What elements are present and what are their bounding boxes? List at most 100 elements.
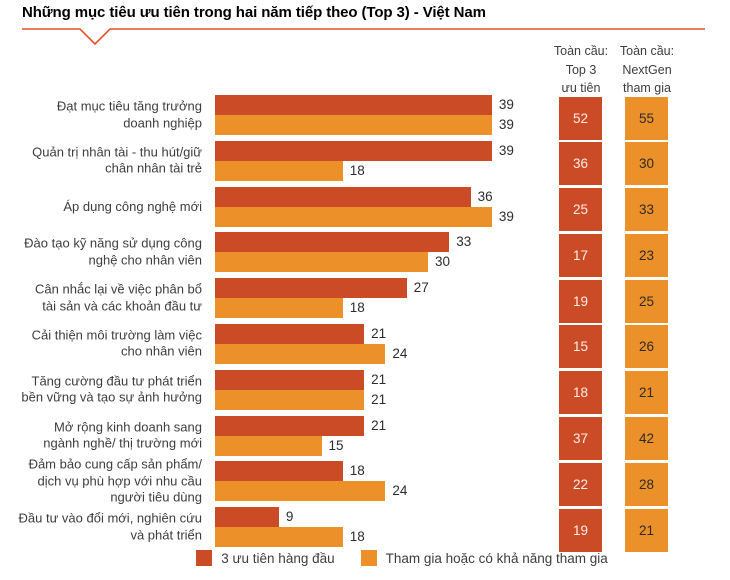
bar-engage-value: 21 — [371, 391, 387, 407]
row-label-line: ngành nghề/ thị trường mới — [43, 435, 202, 451]
bar-top3 — [215, 507, 279, 528]
global-top3-box: 25 — [559, 188, 602, 232]
row-label: Đầu tư vào đổi mới, nghiên cứu và phát tr… — [0, 511, 202, 544]
row-label: Đạt mục tiêu tăng trưởng doanh nghiệp — [0, 99, 202, 132]
bar-top3 — [215, 461, 343, 482]
column-header-global-nextgen: Toàn cầu: NextGen tham gia — [605, 42, 689, 98]
global-top3-box: 15 — [559, 325, 602, 369]
bar-top3-value: 33 — [456, 234, 472, 250]
global-top3-box: 18 — [559, 371, 602, 415]
chart-rows: Đạt mục tiêu tăng trưởng doanh nghiệp 39 39… — [0, 95, 730, 553]
row-label: Mở rộng kinh doanh sang ngành nghề/ thị t… — [0, 419, 202, 452]
bar-top3 — [215, 323, 365, 344]
row-label-line: chân nhân tài trẻ — [105, 160, 202, 176]
bar-engage-value: 15 — [328, 437, 344, 453]
row-label-line: dịch vụ phù hợp với nhu cầu — [37, 473, 203, 489]
global-top3-box: 22 — [559, 462, 602, 506]
legend-item-top3: 3 ưu tiên hàng đầu — [196, 550, 335, 566]
global-nextgen-box: 26 — [625, 325, 668, 369]
column-header-line: tham gia — [623, 81, 671, 95]
global-top3-box: 36 — [559, 142, 602, 186]
global-top3-box: 37 — [559, 417, 602, 461]
chart-row: Đạt mục tiêu tăng trưởng doanh nghiệp 39 39… — [0, 95, 730, 141]
global-top3-box: 19 — [559, 508, 602, 552]
bar-engage — [215, 206, 492, 227]
bar-engage-value: 24 — [392, 345, 408, 361]
legend-swatch-secondary — [360, 550, 377, 566]
bar-top3-value: 21 — [371, 371, 387, 387]
column-header-global-top3: Toàn cầu: Top 3 ưu tiên — [539, 42, 623, 98]
row-label-line: bền vững và tạo sự ảnh hưởng — [21, 389, 202, 405]
global-top3-box: 19 — [559, 279, 602, 323]
row-label: Quản trị nhân tài - thu hút/giữ chân nhân… — [0, 144, 202, 177]
bar-engage-value: 30 — [435, 254, 451, 270]
chart-row: Tăng cường đầu tư phát triển bền vững và … — [0, 369, 730, 416]
row-label: Đảm bảo cung cấp sản phẩm/dịch vụ phù hợ… — [0, 457, 202, 507]
row-label-line: tài sản và các khoản đầu tư — [42, 298, 202, 314]
legend-label-top3: 3 ưu tiên hàng đầu — [221, 550, 335, 566]
row-label-line: Đạt mục tiêu tăng trưởng — [56, 98, 202, 114]
bar-top3-value: 27 — [413, 280, 429, 296]
global-nextgen-box: 55 — [625, 96, 668, 140]
row-label-line: Tăng cường đầu tư phát triển — [31, 373, 202, 389]
page-title: Những mục tiêu ưu tiên trong hai năm tiế… — [22, 4, 486, 21]
bar-top3 — [215, 369, 365, 390]
legend-item-engage: Tham gia hoặc có khả năng tham gia — [360, 550, 608, 566]
row-label-line: nghệ cho nhân viên — [88, 252, 202, 268]
chart-row: Quản trị nhân tài - thu hút/giữ chân nhân… — [0, 140, 730, 187]
row-label-line: cho nhân viên — [121, 343, 202, 359]
bar-engage — [215, 298, 343, 319]
chart-row: Áp dụng công nghệ mới 36 39 25 33 — [0, 186, 730, 233]
row-label: Cải thiện môi trường làm việc cho nhân vi… — [0, 327, 202, 360]
row-label-line: Áp dụng công nghệ mới — [63, 198, 202, 214]
bar-top3 — [215, 140, 492, 161]
global-nextgen-box: 30 — [625, 142, 668, 186]
bar-engage-value: 24 — [392, 483, 408, 499]
bar-top3-value: 9 — [285, 509, 294, 525]
chart-row: Đầu tư vào đổi mới, nghiên cứu và phát tr… — [0, 507, 730, 553]
global-nextgen-box: 25 — [625, 279, 668, 323]
chart-row: Cân nhắc lại về việc phân bổ tài sản và c… — [0, 278, 730, 324]
bar-top3-value: 21 — [371, 417, 387, 433]
chart-row: Đảm bảo cung cấp sản phẩm/dịch vụ phù hợ… — [0, 457, 730, 507]
column-header-line: ưu tiên — [561, 81, 601, 95]
bar-top3-value: 18 — [349, 463, 365, 479]
column-header-line: NextGen — [622, 62, 672, 77]
global-top3-box: 52 — [559, 96, 602, 140]
bar-engage — [215, 481, 386, 502]
bar-engage-value: 39 — [498, 117, 514, 132]
row-label: Cân nhắc lại về việc phân bổ tài sản và c… — [0, 282, 202, 315]
global-top3-box: 17 — [559, 233, 602, 277]
column-header-line: Top 3 — [565, 62, 597, 77]
row-label-line: doanh nghiệp — [123, 115, 202, 130]
row-label: Áp dụng công nghệ mới — [0, 198, 202, 215]
row-label-line: Mở rộng kinh doanh sang — [53, 419, 202, 435]
bar-top3 — [215, 232, 450, 253]
bar-top3 — [215, 186, 471, 207]
global-nextgen-box: 23 — [625, 233, 668, 277]
global-nextgen-box: 21 — [625, 371, 668, 415]
bar-top3 — [215, 95, 492, 115]
bar-engage — [215, 389, 365, 410]
bar-engage — [215, 343, 386, 364]
legend-label-engage: Tham gia hoặc có khả năng tham gia — [385, 550, 608, 566]
bar-engage-value: 39 — [498, 208, 514, 224]
global-nextgen-box: 28 — [625, 462, 668, 506]
chart-row: Cải thiện môi trường làm việc cho nhân vi… — [0, 323, 730, 370]
bar-engage — [215, 115, 492, 135]
row-label-line: và phát triển — [130, 527, 202, 543]
chart-row: Mở rộng kinh doanh sang ngành nghề/ thị t… — [0, 415, 730, 462]
bar-engage — [215, 160, 343, 181]
global-nextgen-box: 33 — [625, 188, 668, 232]
bar-top3 — [215, 415, 365, 436]
row-label-line: Quản trị nhân tài - thu hút/giữ — [32, 144, 202, 160]
global-nextgen-box: 42 — [625, 417, 668, 461]
chart-row: Đào tạo kỹ năng sử dụng công nghệ cho nhâ… — [0, 232, 730, 278]
bar-top3-value: 36 — [477, 188, 493, 204]
bar-engage — [215, 435, 322, 456]
bar-top3-value: 39 — [498, 142, 514, 158]
row-label: Tăng cường đầu tư phát triển bền vững và … — [0, 373, 202, 406]
row-label-line: Đảm bảo cung cấp sản phẩm/ — [28, 456, 202, 472]
bar-engage-value: 18 — [349, 162, 365, 178]
row-label-line: người tiêu dùng — [110, 489, 202, 505]
